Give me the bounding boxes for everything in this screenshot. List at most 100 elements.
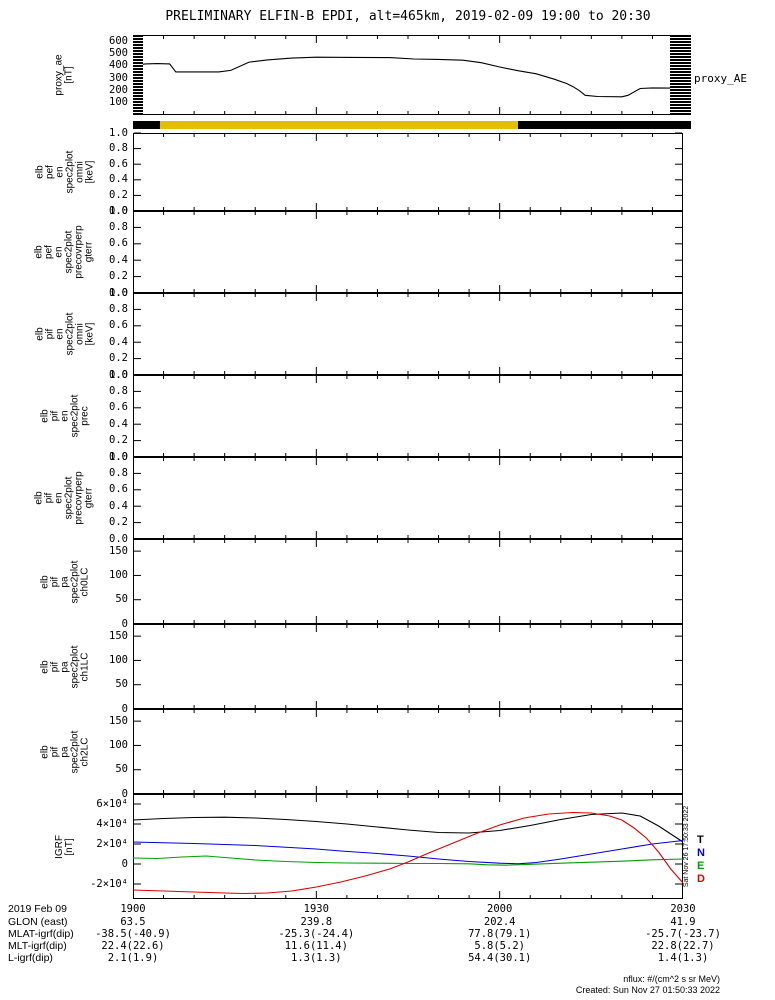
panel-elb-pef-en-omni <box>133 132 683 212</box>
panel-ylabel: elb pef en spec2plot omni [keV] <box>34 150 95 194</box>
bottom-row-label: L-igrf(dip) <box>8 952 53 964</box>
y-tick-label: 0.2 <box>109 352 128 365</box>
panel-ylabel: elb pif pa spec2plot ch1LC <box>39 645 90 688</box>
y-tick-label: 100 <box>109 568 128 581</box>
units-note: nflux: #/(cm^2 s sr MeV) <box>623 974 720 984</box>
y-tick-label: 1.0 <box>109 450 128 463</box>
side-timestamp: Sat Nov 26 17:50:33 2022 <box>683 805 691 888</box>
bottom-row-value: 2.1(1.9) <box>107 952 159 964</box>
bottom-row-value: 5.8(5.2) <box>474 940 525 952</box>
page-title: PRELIMINARY ELFIN-B EPDI, alt=465km, 201… <box>165 9 651 24</box>
series-N <box>132 839 684 865</box>
y-tick-label: 0.2 <box>109 516 128 529</box>
panel-proxy-ae <box>132 35 684 115</box>
y-tick-label: 6×10⁴ <box>96 797 128 810</box>
bottom-row-value: 22.4(22.6) <box>101 940 165 952</box>
series-T <box>132 812 684 843</box>
y-tick-label: 0.6 <box>109 401 128 414</box>
panel-ylabel: elb pif en spec2plot precovrperp gterr <box>33 471 95 525</box>
y-tick-label: 0.8 <box>109 384 128 397</box>
y-tick-label: 1.0 <box>109 286 128 299</box>
bottom-row-value: 2000 <box>487 903 513 915</box>
bottom-row-value: -38.5(-40.9) <box>95 928 171 940</box>
y-tick-label: 0.0 <box>109 532 128 545</box>
y-tick-label: 100 <box>109 653 128 666</box>
y-tick-label: 150 <box>109 629 128 642</box>
y-tick-label: 50 <box>115 763 128 776</box>
y-tick-label: 0.8 <box>109 466 128 479</box>
y-tick-label: 0.2 <box>109 434 128 447</box>
panel-elb-pif-pa-ch1LC <box>133 624 683 710</box>
panel-igrf <box>132 794 684 899</box>
bottom-row-value: 1900 <box>120 903 146 915</box>
y-tick-label: 2×10⁴ <box>96 837 128 850</box>
y-tick-label: 0.8 <box>109 302 128 315</box>
y-tick-label: 0.4 <box>109 499 128 512</box>
y-tick-label: 0 <box>121 702 128 715</box>
y-tick-label: 0.6 <box>109 483 128 496</box>
y-tick-label: 1.0 <box>109 126 128 139</box>
bottom-row-value: -25.7(-23.7) <box>645 928 721 940</box>
side-timestamp-wrap: Sat Nov 26 17:50:33 2022 <box>680 794 694 899</box>
y-tick-label: 0.0 <box>109 204 128 217</box>
bottom-row-value: 77.8(79.1) <box>468 928 532 940</box>
y-tick-label: 1.0 <box>109 204 128 217</box>
bottom-row-label: GLON (east) <box>8 916 68 928</box>
y-tick-label: 0 <box>121 617 128 630</box>
bottom-row-label: MLAT-igrf(dip) <box>8 928 74 940</box>
panel-ylabel: elb pef en spec2plot precovrperp gterr <box>33 225 95 279</box>
y-tick-label: 100 <box>109 96 128 109</box>
data-quality-bar <box>670 35 692 115</box>
y-tick-label: 0.6 <box>109 319 128 332</box>
y-tick-label: 300 <box>109 71 128 84</box>
bottom-row-value: 41.9 <box>670 916 696 928</box>
y-tick-label: 50 <box>115 678 128 691</box>
y-tick-label: 0 <box>121 787 128 800</box>
y-tick-label: -2×10⁴ <box>90 877 128 890</box>
panel-elb-pif-pa-ch2LC <box>133 709 683 795</box>
y-tick-label: 400 <box>109 59 128 72</box>
panel-ylabel: elb pif pa spec2plot ch0LC <box>39 560 90 603</box>
y-tick-label: 100 <box>109 738 128 751</box>
y-tick-label: 0.0 <box>109 368 128 381</box>
y-tick-label: 0.2 <box>109 270 128 283</box>
bottom-row-value: 1930 <box>303 903 329 915</box>
status-bar-segment <box>518 121 692 129</box>
bottom-row-label: 2019 Feb 09 <box>8 903 67 915</box>
y-tick-label: 4×10⁴ <box>96 817 128 830</box>
y-tick-label: 0.6 <box>109 157 128 170</box>
status-bar-segment <box>159 121 518 129</box>
y-tick-label: 0.8 <box>109 220 128 233</box>
y-tick-label: 0.2 <box>109 188 128 201</box>
panel-ylabel: elb pif en spec2plot prec <box>39 394 90 438</box>
series-proxy_AE <box>132 56 684 98</box>
bottom-row-label: MLT-igrf(dip) <box>8 940 67 952</box>
bottom-row-value: 202.4 <box>483 916 516 928</box>
legend-item: E <box>697 860 705 872</box>
y-tick-label: 50 <box>115 593 128 606</box>
y-tick-label: 0 <box>121 857 128 870</box>
y-tick-label: 600 <box>109 34 128 47</box>
bottom-row-value: 63.5 <box>120 916 146 928</box>
status-bar-segment <box>133 121 160 129</box>
bottom-row-value: 11.6(11.4) <box>284 940 348 952</box>
bottom-row-value: 239.8 <box>300 916 333 928</box>
panel-elb-pef-en-precovrperp-gterr <box>133 210 683 294</box>
panel-ylabel: elb pif pa spec2plot ch2LC <box>39 730 90 773</box>
y-tick-label: 1.0 <box>109 368 128 381</box>
bottom-row-value: -25.3(-24.4) <box>278 928 355 940</box>
y-tick-label: 0.4 <box>109 253 128 266</box>
bottom-row-value: 1.4(1.3) <box>657 952 709 964</box>
legend-item: D <box>697 873 705 885</box>
panel-elb-pif-pa-ch0LC <box>133 539 683 625</box>
bottom-row-value: 2030 <box>670 903 696 915</box>
bottom-row-value: 1.3(1.3) <box>291 952 342 964</box>
panel-elb-pif-en-omni <box>133 292 683 376</box>
y-tick-label: 0.4 <box>109 173 128 186</box>
proxy-ae-right-label: proxy_AE <box>694 72 747 85</box>
y-tick-label: 150 <box>109 544 128 557</box>
data-quality-bar <box>133 35 143 115</box>
y-tick-label: 0.0 <box>109 286 128 299</box>
y-tick-label: 150 <box>109 714 128 727</box>
y-tick-label: 0.8 <box>109 142 128 155</box>
